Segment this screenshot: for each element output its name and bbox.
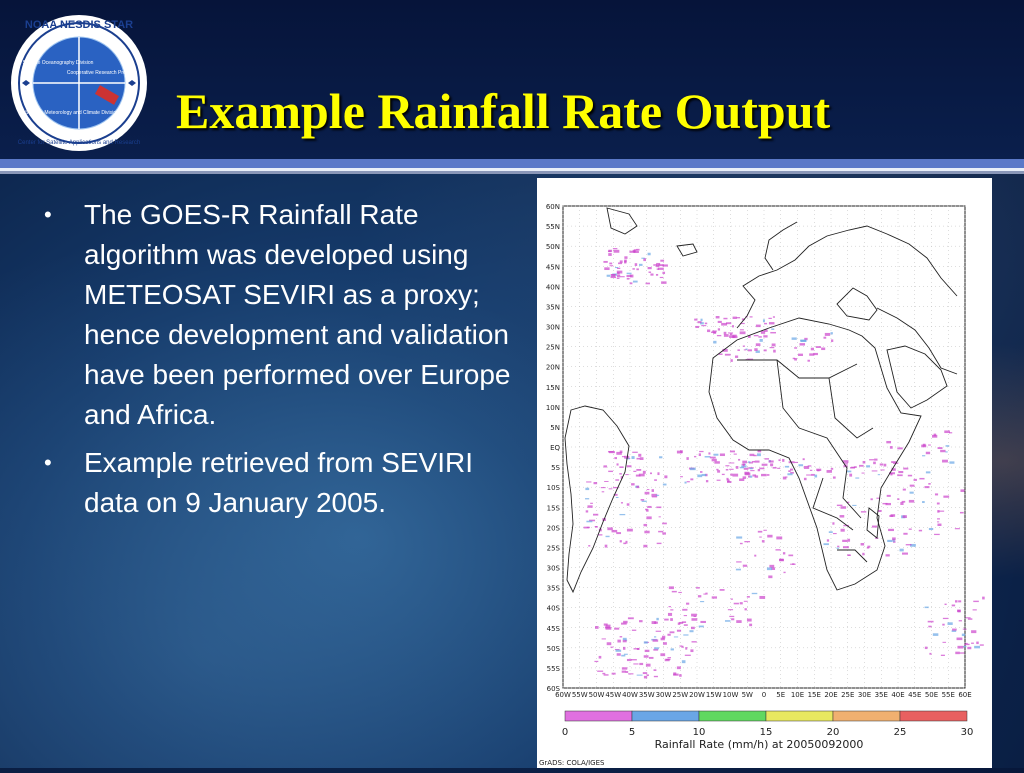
lat-label: 10N xyxy=(546,404,560,412)
lon-label: 60E xyxy=(958,691,971,699)
lon-label: 60W xyxy=(555,691,571,699)
map-credit: GrADS: COLA/IGES xyxy=(539,759,605,767)
coastlines xyxy=(564,207,958,594)
colorbar-tick-label: 10 xyxy=(693,727,706,738)
lat-label: 35N xyxy=(546,303,560,311)
logo-quadrant-3: Satellite Meteorology and Climate Divisi… xyxy=(25,110,119,116)
lat-label: 25N xyxy=(546,344,560,352)
colorbar-tick-label: 0 xyxy=(562,727,568,738)
lon-label: 40W xyxy=(622,691,638,699)
header-divider-blue xyxy=(0,159,1024,168)
lat-label: 25S xyxy=(547,544,561,552)
lon-label: 50E xyxy=(925,691,938,699)
header: NOAA NESDIS STAR Satellite Oceanography … xyxy=(0,0,1024,160)
lon-label: 45W xyxy=(605,691,621,699)
lon-label: 5W xyxy=(742,691,753,699)
latitude-labels: 60N 55N 50N 45N 40N 35N 30N 25N 20N 15N 10N 5N EQ 5S 1… xyxy=(546,203,561,693)
colorbar-segment xyxy=(564,710,633,722)
header-divider-gray xyxy=(0,171,1024,174)
colorbar-tick-label: 5 xyxy=(629,727,635,738)
lat-label: 50S xyxy=(547,645,561,653)
lat-label: 60N xyxy=(546,203,560,211)
lon-label: 10W xyxy=(723,691,739,699)
lon-label: 20W xyxy=(689,691,705,699)
lon-label: 55W xyxy=(572,691,588,699)
lon-label: 25W xyxy=(672,691,688,699)
lon-label: 30E xyxy=(858,691,871,699)
lat-label: 55S xyxy=(547,665,561,673)
lon-label: 40E xyxy=(891,691,904,699)
lat-label: 20S xyxy=(547,524,561,532)
lat-label: 45N xyxy=(546,263,560,271)
lon-label: 20E xyxy=(824,691,837,699)
lon-label: 15E xyxy=(808,691,821,699)
logo-quadrant-1: Satellite Oceanography Division xyxy=(23,60,94,66)
bullet-item-1: The GOES-R Rainfall Rate algorithm was d… xyxy=(40,195,515,435)
lat-label: 30N xyxy=(546,324,560,332)
lat-label: 35S xyxy=(547,585,561,593)
colorbar-segment xyxy=(698,710,767,722)
lon-label: 50W xyxy=(589,691,605,699)
bullet-list: The GOES-R Rainfall Rate algorithm was d… xyxy=(40,195,515,531)
colorbar-segment xyxy=(765,710,834,722)
colorbar-tick-label: 20 xyxy=(827,727,840,738)
map-caption: Rainfall Rate (mm/h) at 20050092000 xyxy=(655,738,864,751)
colorbar xyxy=(564,710,968,722)
lat-label: 5N xyxy=(550,424,560,432)
lat-label: 50N xyxy=(546,243,560,251)
lat-label: 40N xyxy=(546,283,560,291)
longitude-labels: 60W 55W 50W 45W 40W 35W 30W 25W 20W 15W 10W 5W 0 5E 10… xyxy=(555,691,972,699)
lon-label: 45E xyxy=(908,691,921,699)
logo-ring-text: NOAA NESDIS STAR xyxy=(25,19,133,31)
lat-label: 40S xyxy=(547,605,561,613)
lat-label: 5S xyxy=(551,464,560,472)
lat-label: 15N xyxy=(546,384,560,392)
colorbar-segment xyxy=(899,710,968,722)
colorbar-tick-label: 25 xyxy=(894,727,907,738)
lon-label: 15W xyxy=(706,691,722,699)
logo-ring-text-bottom: Center for Satellite Applications and Re… xyxy=(18,140,140,146)
lat-label: 20N xyxy=(546,364,560,372)
lat-label: EQ xyxy=(550,444,560,452)
rainfall-overlay xyxy=(583,248,985,679)
slide-title: Example Rainfall Rate Output xyxy=(176,83,831,139)
map-grid xyxy=(562,205,966,689)
lat-label: 55N xyxy=(546,223,560,231)
lon-label: 0 xyxy=(762,691,766,699)
logo-quadrant-2: Cooperative Research Program xyxy=(67,70,137,76)
lon-label: 30W xyxy=(656,691,672,699)
header-divider-white xyxy=(0,168,1024,171)
lat-label: 45S xyxy=(547,625,561,633)
rainfall-map: 60N 55N 50N 45N 40N 35N 30N 25N 20N 15N 10N 5N EQ 5S 1… xyxy=(539,203,985,767)
lon-label: 55E xyxy=(942,691,955,699)
colorbar-tick-label: 30 xyxy=(961,727,974,738)
lat-label: 60S xyxy=(547,685,561,693)
lon-label: 5E xyxy=(776,691,785,699)
colorbar-segment xyxy=(631,710,700,722)
rainfall-map-figure: 60N 55N 50N 45N 40N 35N 30N 25N 20N 15N 10N 5N EQ 5S 1… xyxy=(537,178,992,768)
colorbar-ticks: 0 5 10 15 20 25 30 xyxy=(562,727,974,738)
lat-label: 15S xyxy=(547,504,561,512)
lat-label: 10S xyxy=(547,484,561,492)
lon-label: 35W xyxy=(639,691,655,699)
colorbar-tick-label: 15 xyxy=(760,727,773,738)
colorbar-segment xyxy=(832,710,901,722)
lon-label: 35E xyxy=(875,691,888,699)
lat-label: 30S xyxy=(547,565,561,573)
bullet-item-2: Example retrieved from SEVIRI data on 9 … xyxy=(40,443,515,523)
lon-label: 25E xyxy=(841,691,854,699)
noaa-star-logo: NOAA NESDIS STAR Satellite Oceanography … xyxy=(11,15,147,151)
lon-label: 10E xyxy=(791,691,804,699)
